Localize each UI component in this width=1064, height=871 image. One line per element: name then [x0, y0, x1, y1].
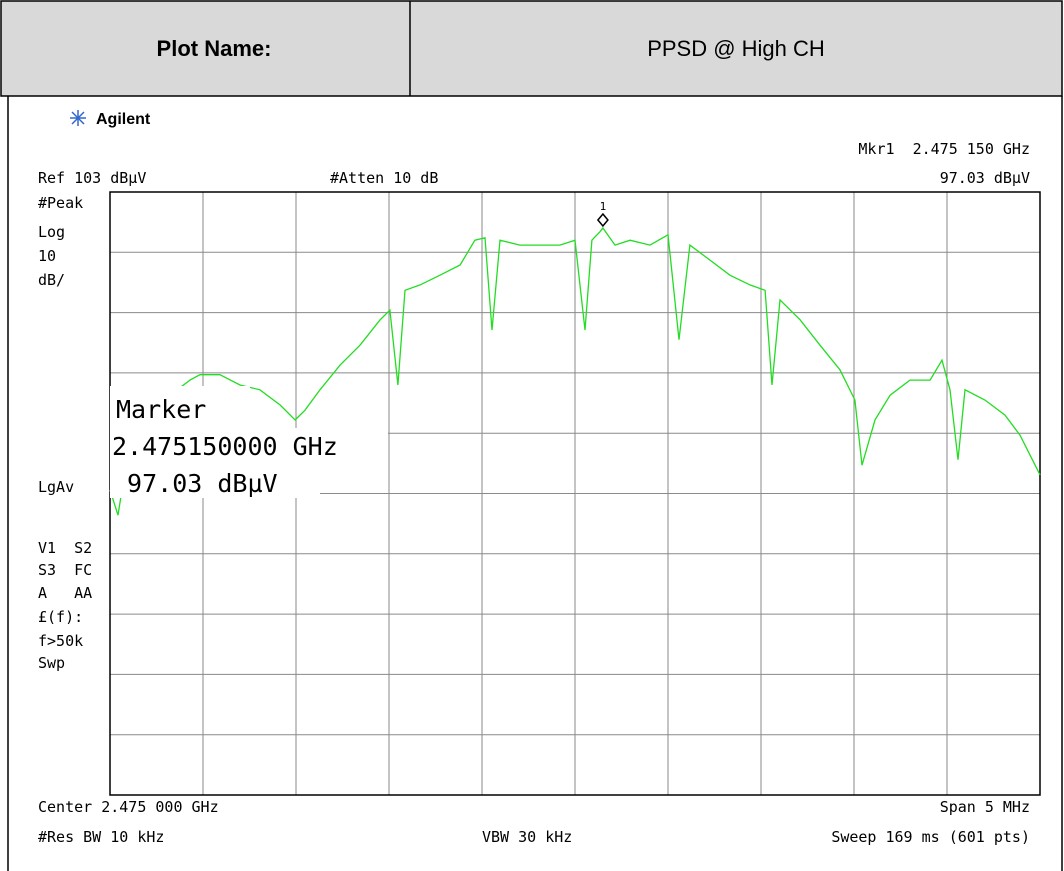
side-label: f>50k	[38, 632, 83, 650]
reference-level: Ref 103 dBµV	[38, 169, 146, 187]
trace	[109, 226, 1041, 516]
side-label: #Peak	[38, 194, 83, 212]
marker-readout: Mkr1 2.475 150 GHz	[858, 140, 1030, 158]
marker	[596, 212, 609, 228]
attenuation: #Atten 10 dB	[330, 169, 438, 187]
side-label: 10	[38, 247, 56, 265]
resolution-bandwidth: #Res BW 10 kHz	[38, 828, 164, 846]
side-label: dB/	[38, 271, 65, 289]
agilent-logo	[70, 110, 86, 126]
span: Span 5 MHz	[940, 798, 1030, 816]
marker-box-background	[110, 428, 388, 468]
center-frequency: Center 2.475 000 GHz	[38, 798, 219, 816]
video-bandwidth: VBW 30 kHz	[482, 828, 572, 846]
side-label: A AA	[38, 584, 92, 602]
marker-box-background	[110, 468, 320, 498]
header-row	[0, 0, 1063, 97]
marker-readout-level: 97.03 dBµV	[940, 169, 1030, 187]
header-label: Plot Name:	[157, 36, 272, 61]
header-value: PPSD @ High CH	[647, 36, 825, 61]
marker-box-text: 97.03 dBµV	[112, 469, 278, 498]
side-label: S3 FC	[38, 561, 92, 579]
side-label: V1 S2	[38, 539, 92, 557]
marker-box-text: Marker	[116, 395, 206, 424]
side-label: Log	[38, 223, 65, 241]
marker-box-background	[110, 386, 250, 428]
side-label: Swp	[38, 654, 65, 672]
marker-box-text: 2.475150000 GHz	[112, 432, 338, 461]
marker-label: 1	[600, 200, 607, 213]
brand: Agilent	[96, 111, 151, 128]
side-label: LgAv	[38, 478, 74, 496]
sweep-time: Sweep 169 ms (601 pts)	[831, 828, 1030, 846]
side-label: £(f):	[38, 608, 83, 626]
